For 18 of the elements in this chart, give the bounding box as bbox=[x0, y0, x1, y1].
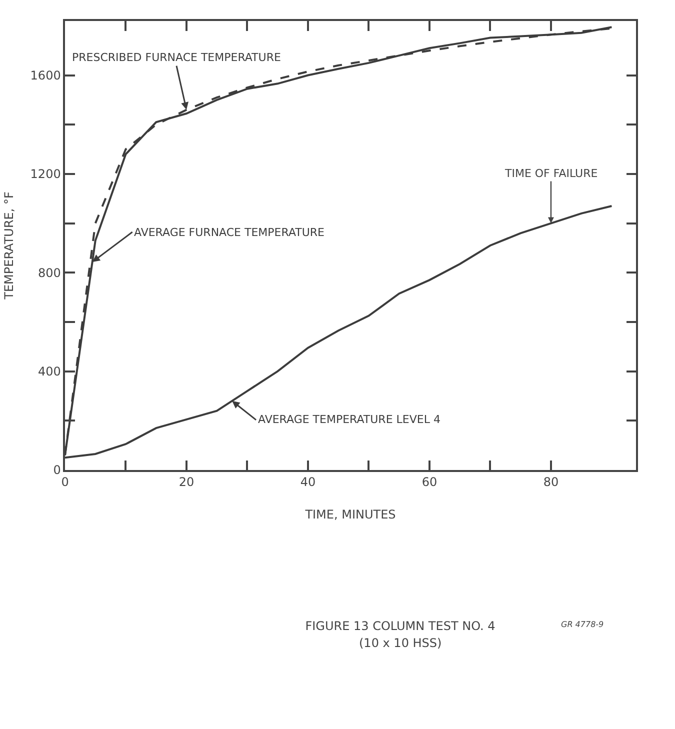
x-tick-label: 80 bbox=[543, 475, 559, 490]
x-axis-title: TIME, MINUTES bbox=[304, 508, 396, 522]
x-tick-label: 20 bbox=[178, 475, 194, 490]
x-tick-label: 60 bbox=[422, 475, 438, 490]
text: GR 4778-9 bbox=[561, 620, 604, 629]
y-tick-label: 800 bbox=[38, 266, 61, 280]
x-tick-label: 40 bbox=[300, 475, 316, 490]
series-label: PRESCRIBED FURNACE TEMPERATURE bbox=[72, 51, 281, 64]
text: (10 x 10 HSS) bbox=[359, 636, 442, 650]
y-tick-label: 400 bbox=[38, 364, 61, 379]
text: AVERAGE TEMPERATURE LEVEL 4 bbox=[258, 413, 440, 426]
text: AVERAGE FURNACE TEMPERATURE bbox=[134, 226, 325, 239]
y-tick-label: 0 bbox=[53, 463, 61, 478]
annotation: TIME OF FAILURE bbox=[504, 167, 598, 180]
y-axis-title: TEMPERATURE, °F bbox=[2, 192, 16, 300]
y-tick-label: 1600 bbox=[30, 68, 61, 82]
text: FIGURE 13 COLUMN TEST NO. 4 bbox=[305, 619, 496, 634]
y-tick-label: 1200 bbox=[30, 167, 61, 182]
